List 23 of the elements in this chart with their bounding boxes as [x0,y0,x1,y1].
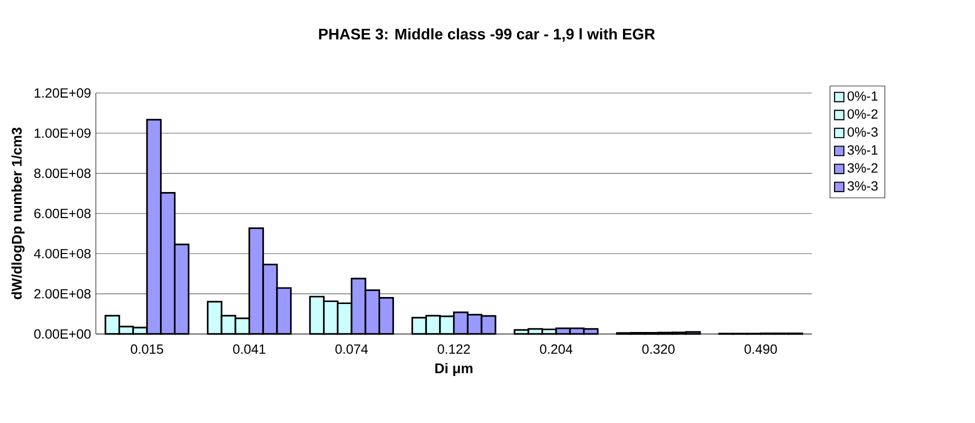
legend-label: 3%-1 [848,145,878,155]
x-tick-label: 0.490 [744,344,777,354]
x-tick-label: 0.320 [642,344,675,354]
chart-title: PHASE 3: Middle class -99 car - 1,9 l with EGR [319,28,655,42]
x-axis-title: Di μm [435,362,472,376]
x-tick-label: 0.204 [540,344,572,354]
y-tick-label: 1.20E+09 [34,88,91,98]
legend-label: 0%-1 [848,91,878,101]
legend-label: 0%-2 [848,109,878,119]
legend-label: 3%-2 [848,163,878,173]
y-tick-label: 0.00E+00 [34,329,91,339]
legend-label: 3%-3 [848,181,878,191]
x-tick-label: 0.015 [130,344,164,354]
y-tick-label: 2.00E+08 [34,289,91,299]
y-tick-label: 6.00E+08 [34,208,91,218]
y-tick-label: 1.00E+09 [34,128,91,138]
x-tick-label: 0.122 [438,344,470,354]
x-tick-label: 0.074 [335,344,368,354]
legend-label: 0%-3 [848,127,878,137]
y-axis-title: dW/dlogDp number 1/cm3 [11,128,25,300]
y-tick-label: 4.00E+08 [34,248,91,258]
y-tick-label: 8.00E+08 [34,168,91,178]
x-tick-label: 0.041 [233,344,266,354]
